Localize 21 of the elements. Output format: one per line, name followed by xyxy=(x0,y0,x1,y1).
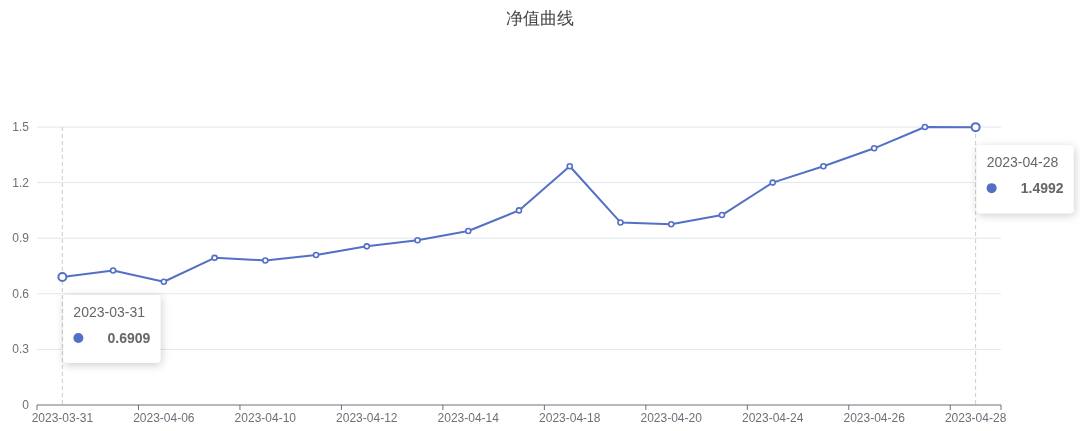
annotation: 0.6909 xyxy=(107,329,151,346)
x-tick-label: 2023-04-20 xyxy=(640,411,703,425)
y-tick-label: 1.2 xyxy=(12,175,30,190)
x-tick-label: 2023-04-12 xyxy=(336,411,398,425)
x-tick-label: 2023-04-24 xyxy=(741,411,804,425)
text: 1.4992 xyxy=(1020,180,1064,197)
annotation: 2023-03-31 xyxy=(73,303,146,320)
x-tick-label: 2023-04-26 xyxy=(843,411,906,425)
y-tick-label: 0 xyxy=(22,398,30,412)
x-tick-label: 2023-04-14 xyxy=(437,411,500,425)
annotation: 2023-04-28 xyxy=(986,154,1059,171)
x-tick-label: 2023-04-28 xyxy=(944,411,1007,425)
x-tick-label: 2023-04-18 xyxy=(539,411,601,425)
x-tick-label: 2023-04-06 xyxy=(133,411,195,425)
x-tick-label: 2023-03-31 xyxy=(31,411,94,425)
y-tick-label: 0.3 xyxy=(12,342,30,357)
x-tick-label: 2023-04-10 xyxy=(234,411,297,425)
chart-title: 净值曲线 xyxy=(506,9,574,28)
y-tick-label: 1.5 xyxy=(12,120,30,134)
y-tick-label: 0.6 xyxy=(12,286,30,301)
y-tick-label: 0.9 xyxy=(12,231,30,246)
